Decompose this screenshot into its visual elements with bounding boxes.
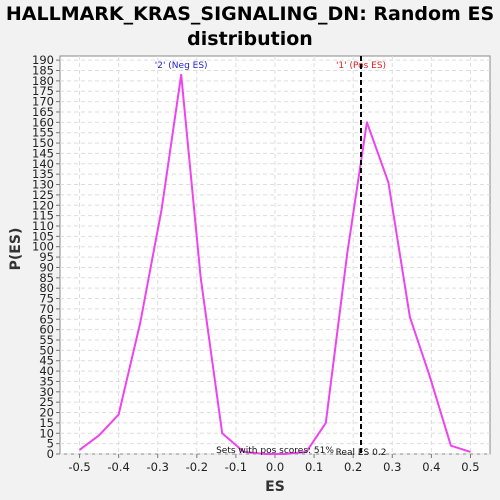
y-tick-label: 90 — [39, 260, 54, 274]
y-tick-label: 10 — [39, 426, 54, 440]
y-tick-label: 190 — [32, 53, 54, 67]
y-tick-label: 85 — [39, 271, 54, 285]
y-tick-label: 135 — [32, 167, 54, 181]
x-tick-label: -0.2 — [186, 460, 208, 474]
x-axis-label: ES — [265, 479, 285, 495]
y-tick-label: 140 — [32, 157, 54, 171]
y-tick-label: 115 — [32, 209, 54, 223]
y-tick-label: 95 — [39, 250, 54, 264]
y-tick-label: 5 — [47, 437, 54, 451]
es-distribution-line — [78, 73, 471, 455]
neg-es-label: '2' (Neg ES) — [155, 61, 208, 71]
y-axis-label: P(ES) — [8, 228, 24, 271]
chart-title-line-2: distribution — [187, 28, 313, 50]
chart-title-line-1: HALLMARK_KRAS_SIGNALING_DN: Random ES — [5, 3, 495, 25]
y-tick-label: 30 — [39, 385, 54, 399]
y-tick-label: 45 — [39, 354, 54, 368]
y-tick-label: 70 — [39, 302, 54, 316]
x-tick-label: 0.5 — [461, 460, 479, 474]
y-tick-label: 145 — [32, 146, 54, 160]
y-tick-label: 15 — [39, 416, 54, 430]
y-tick-label: 55 — [39, 333, 54, 347]
y-tick-label: 125 — [32, 188, 54, 202]
y-tick-label: 40 — [39, 364, 54, 378]
y-tick-label: 105 — [32, 229, 54, 243]
axes: 0510152025303540455055606570758085909510… — [32, 53, 480, 474]
y-tick-label: 50 — [39, 343, 54, 357]
y-tick-label: 155 — [32, 126, 54, 140]
chart-title: HALLMARK_KRAS_SIGNALING_DN: Random ES di… — [0, 2, 500, 52]
y-tick-label: 110 — [32, 219, 54, 233]
y-tick-label: 120 — [32, 198, 54, 212]
x-tick-label: 0.3 — [383, 460, 401, 474]
y-tick-label: 80 — [39, 281, 54, 295]
y-tick-label: 35 — [39, 374, 54, 388]
x-tick-label: -0.1 — [225, 460, 247, 474]
y-tick-label: 100 — [32, 240, 54, 254]
y-tick-label: 185 — [32, 64, 54, 78]
y-tick-label: 65 — [39, 312, 54, 326]
y-tick-label: 130 — [32, 178, 54, 192]
x-tick-label: 0.4 — [422, 460, 440, 474]
y-tick-label: 25 — [39, 395, 54, 409]
pos-scores-label: Sets with pos scores: 51% — [216, 446, 334, 456]
y-tick-label: 170 — [32, 95, 54, 109]
y-tick-label: 165 — [32, 105, 54, 119]
x-tick-label: 0.1 — [305, 460, 323, 474]
x-tick-label: -0.4 — [107, 460, 129, 474]
y-tick-label: 0 — [47, 447, 54, 461]
x-tick-label: -0.5 — [68, 460, 90, 474]
y-tick-label: 175 — [32, 84, 54, 98]
y-tick-label: 20 — [39, 406, 54, 420]
real-es-label: Real ES 0.2 — [336, 448, 387, 458]
x-tick-label: 0.0 — [266, 460, 284, 474]
x-tick-label: -0.3 — [147, 460, 169, 474]
y-tick-label: 180 — [32, 74, 54, 88]
x-tick-label: 0.2 — [344, 460, 362, 474]
y-tick-label: 60 — [39, 323, 54, 337]
y-tick-label: 160 — [32, 115, 54, 129]
y-tick-label: 150 — [32, 136, 54, 150]
y-tick-label: 75 — [39, 292, 54, 306]
series-group — [78, 73, 471, 455]
annotations: '2' (Neg ES) '1' (Pos ES)Sets with pos sc… — [155, 56, 387, 458]
